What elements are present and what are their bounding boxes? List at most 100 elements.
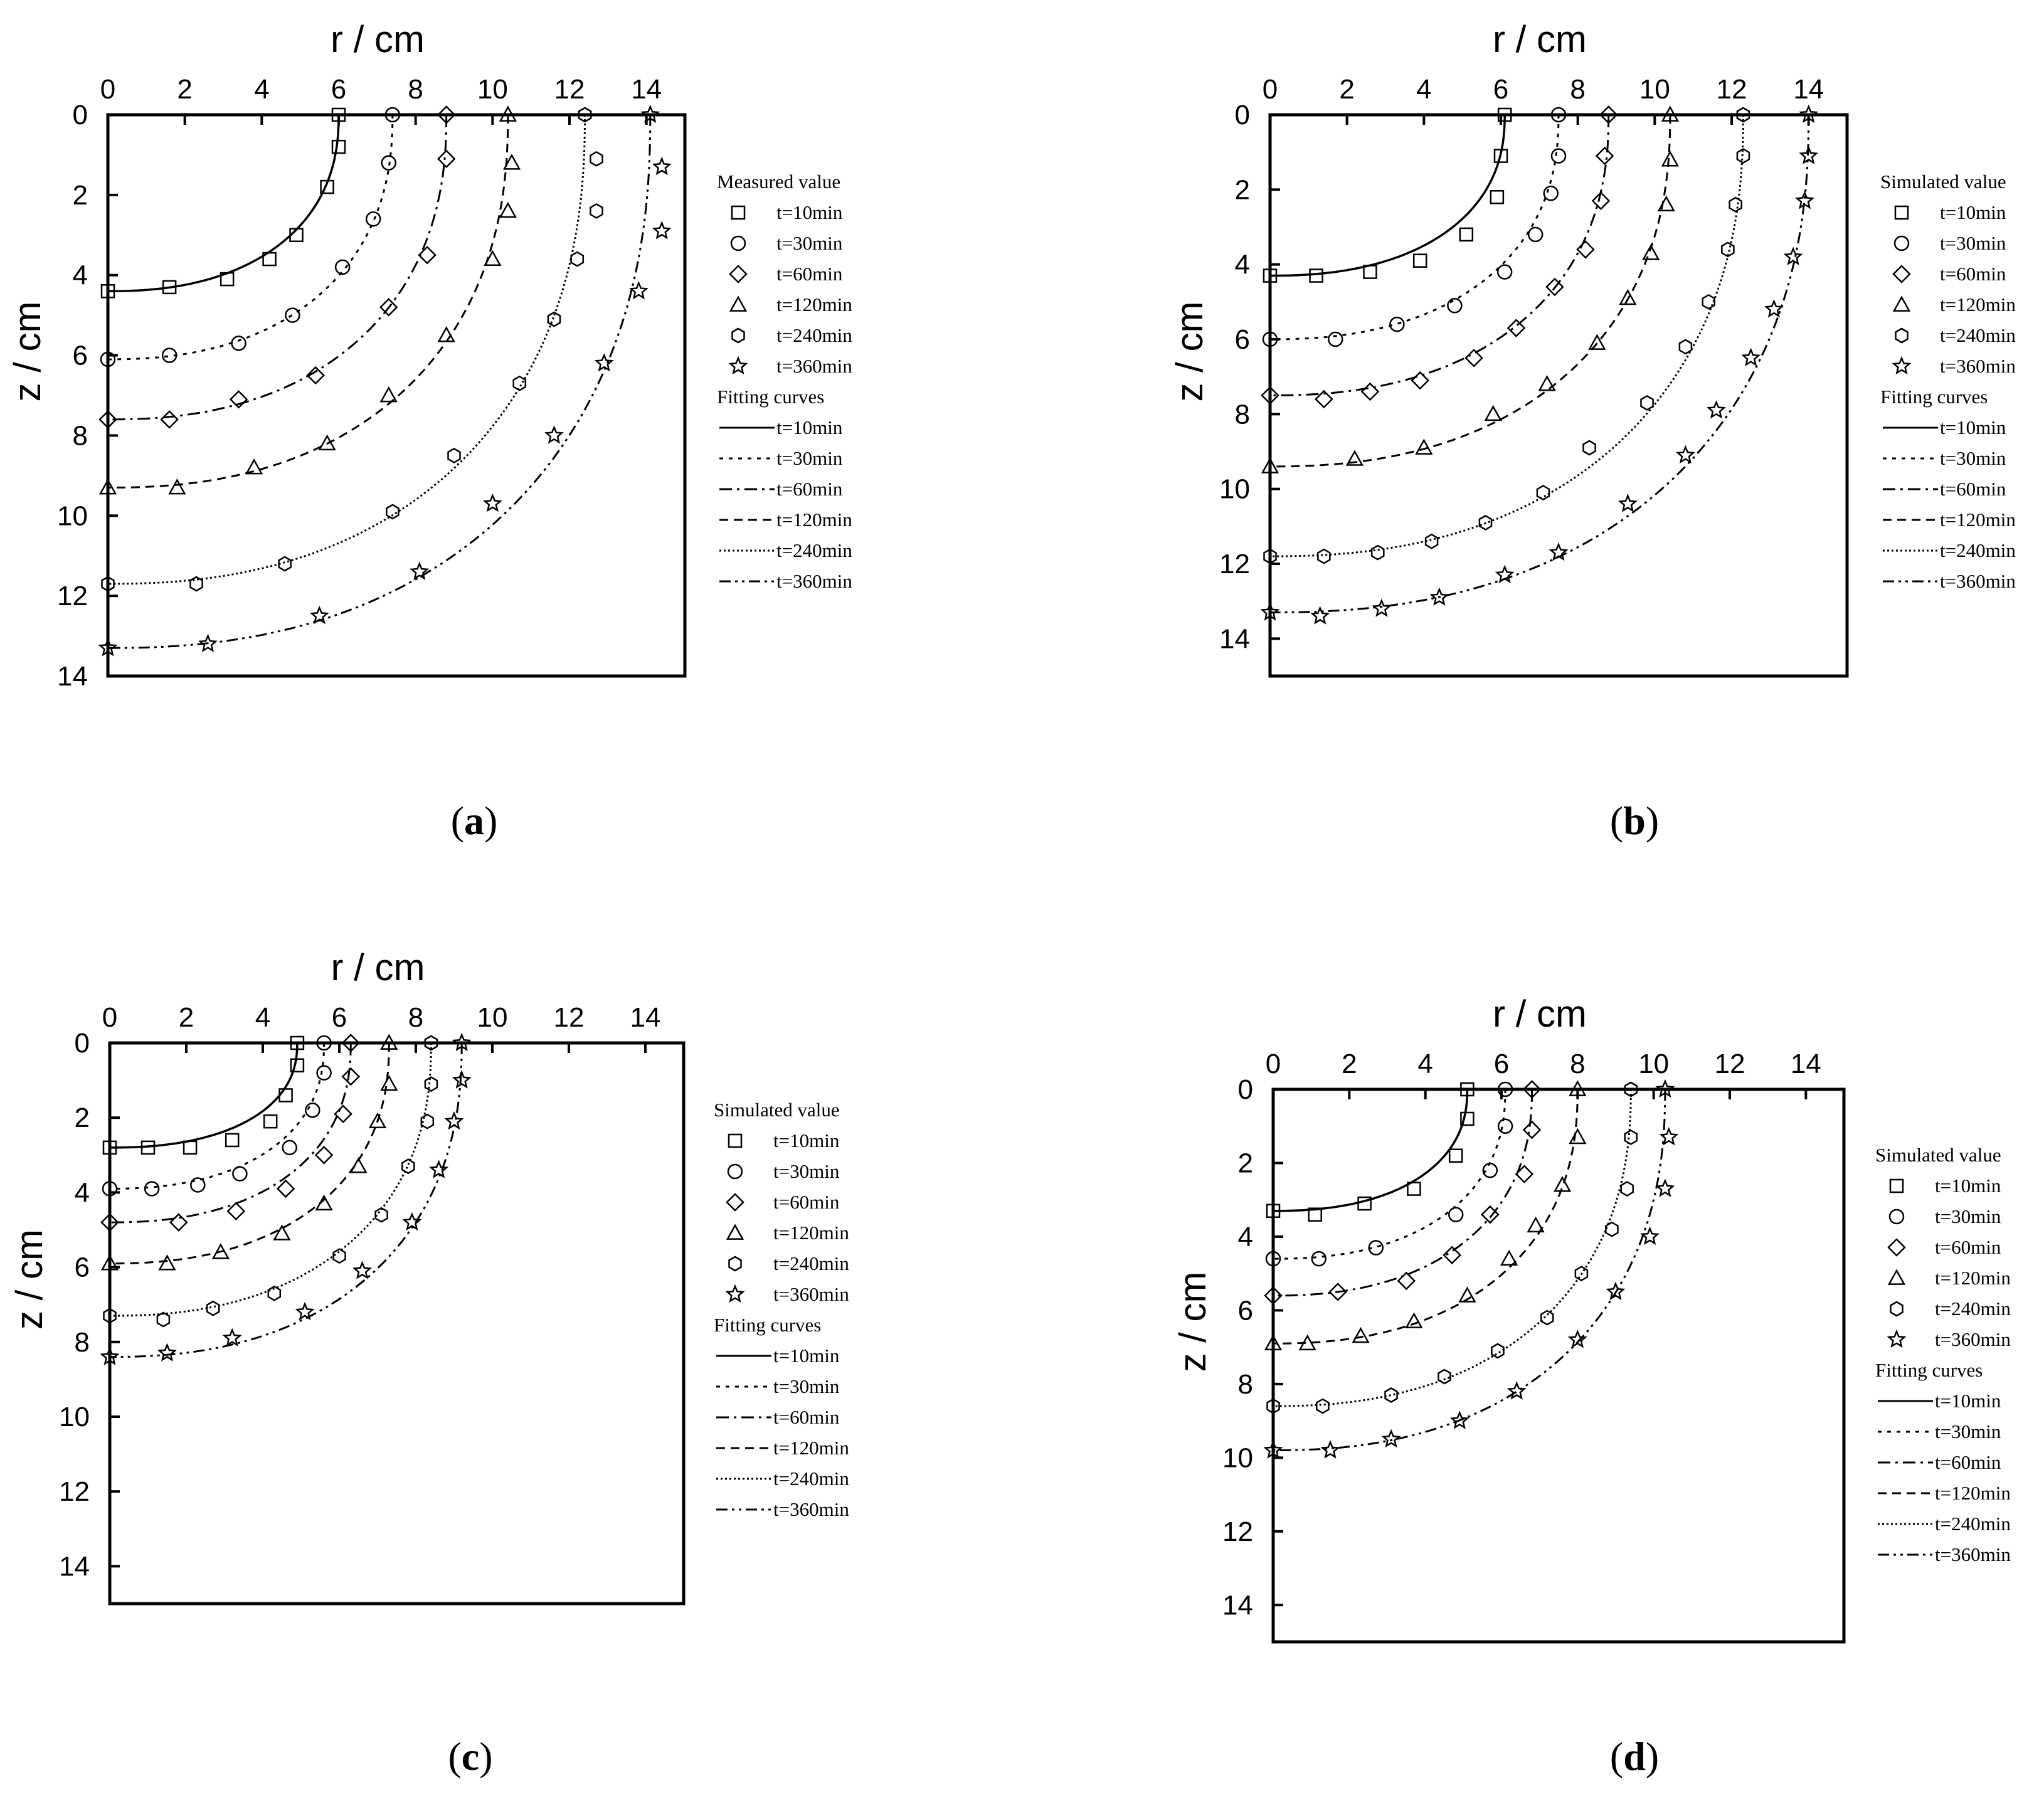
legend-marker-square (1889, 1178, 1904, 1193)
x-tick-label: 10 (1638, 1049, 1669, 1079)
x-tick-label: 6 (332, 1002, 347, 1033)
data-point-hexagon (1624, 1129, 1638, 1145)
data-point-triangle (315, 1194, 333, 1211)
y-tick-label: 14 (59, 1551, 90, 1582)
data-point-star (1606, 1281, 1626, 1301)
data-point-hexagon (590, 203, 603, 219)
fitting-curve-t=10min (107, 114, 340, 293)
data-point-triangle (1405, 1312, 1423, 1328)
data-point-star (157, 1343, 177, 1362)
data-point-hexagon (386, 504, 400, 520)
data-point-square (290, 1058, 305, 1073)
legend-fit-entry: t=10min (776, 416, 843, 438)
y-tick-label: 6 (73, 341, 88, 371)
data-point-star (1310, 606, 1330, 625)
data-point-triangle (1298, 1334, 1316, 1351)
x-tick-label: 6 (1494, 1049, 1509, 1079)
data-point-diamond (1411, 371, 1429, 390)
data-point-hexagon (267, 1285, 282, 1301)
data-point-diamond (437, 105, 456, 124)
data-point-hexagon (1266, 1398, 1280, 1414)
legend-entry: t=60min (1940, 263, 2006, 285)
legend-marker-hexagon (728, 1256, 742, 1272)
data-point-hexagon (278, 556, 292, 572)
data-point-diamond (1443, 1246, 1461, 1265)
x-tick-label: 14 (1791, 1049, 1821, 1079)
y-tick-label: 12 (1219, 549, 1250, 579)
y-tick-label: 12 (59, 1476, 90, 1507)
data-point-hexagon (547, 311, 561, 327)
data-point-star (402, 1212, 422, 1231)
data-point-hexagon (189, 576, 203, 592)
data-point-circle (316, 1035, 332, 1051)
data-point-square (262, 251, 277, 267)
panel-label: (c) (448, 1734, 492, 1779)
legend-entry: t=120min (773, 1222, 849, 1244)
x-axis-label: r / cm (1493, 993, 1587, 1035)
data-point-diamond (1522, 1080, 1542, 1099)
data-point-triangle (1264, 1334, 1283, 1351)
y-tick-label: 4 (1238, 1222, 1253, 1252)
data-point-diamond (1591, 191, 1611, 211)
data-point-hexagon (1438, 1368, 1451, 1385)
data-point-star (1764, 299, 1784, 318)
data-point-star (1659, 1127, 1679, 1146)
data-point-diamond (379, 298, 398, 317)
data-point-triangle (273, 1224, 291, 1240)
legend-fit-entry: t=360min (776, 570, 852, 592)
legend-entry: t=240min (776, 324, 852, 346)
data-point-star (1707, 400, 1726, 419)
data-point-hexagon (424, 1035, 438, 1051)
legend-marker-star (728, 356, 748, 375)
y-tick-label: 8 (1235, 399, 1250, 430)
plot-frame (108, 1041, 686, 1605)
legend-fit-entry: t=240min (776, 539, 852, 561)
fitting-curve-t=240min (107, 114, 586, 585)
data-point-star (628, 281, 649, 300)
legend-fit-entry: t=10min (1935, 1390, 2001, 1412)
data-point-circle (1497, 1118, 1513, 1134)
x-tick-label: 14 (631, 74, 662, 105)
data-point-triangle (1661, 105, 1679, 122)
y-tick-label: 8 (73, 420, 88, 451)
data-point-hexagon (1605, 1221, 1619, 1237)
x-tick-label: 0 (102, 1002, 117, 1033)
data-point-star (1429, 587, 1449, 606)
x-tick-label: 14 (630, 1002, 661, 1033)
data-point-star (1640, 1226, 1660, 1246)
data-point-hexagon (1702, 294, 1715, 310)
data-point-triangle (1527, 1216, 1545, 1233)
data-point-diamond (1360, 382, 1380, 401)
data-point-circle (282, 1140, 297, 1156)
data-point-hexagon (332, 1248, 346, 1264)
x-tick-label: 6 (331, 74, 346, 105)
y-tick-label: 14 (1222, 1590, 1253, 1621)
data-point-hexagon (1640, 394, 1654, 411)
data-point-circle (1496, 264, 1513, 280)
y-tick-label: 8 (1238, 1369, 1253, 1400)
data-point-star (100, 1346, 120, 1365)
data-point-star (1795, 190, 1815, 209)
data-point-circle (1262, 331, 1278, 347)
legend-marker-diamond (1887, 1238, 1906, 1257)
fitting-curve-t=240min (1273, 1089, 1632, 1407)
legend-marker-star (1887, 1329, 1907, 1348)
data-point-circle (1482, 1162, 1498, 1178)
legend-marker-circle (1888, 1209, 1905, 1225)
legend-marker-circle (1893, 235, 1910, 251)
data-point-hexagon (1721, 241, 1735, 258)
data-point-hexagon (1424, 533, 1439, 549)
data-point-circle (365, 211, 381, 227)
data-point-square (331, 139, 346, 154)
data-point-triangle (368, 1112, 387, 1129)
data-point-triangle (318, 434, 336, 451)
data-point-square (225, 1133, 240, 1148)
data-point-triangle (245, 458, 263, 475)
legend-fit-entry: t=30min (773, 1375, 840, 1397)
data-point-triangle (380, 1034, 398, 1050)
data-point-square (1266, 1203, 1281, 1219)
data-point-hexagon (1736, 148, 1750, 164)
legend-marker-triangle (729, 295, 748, 312)
data-point-square (1308, 1207, 1322, 1222)
data-point-circle (1447, 298, 1463, 314)
